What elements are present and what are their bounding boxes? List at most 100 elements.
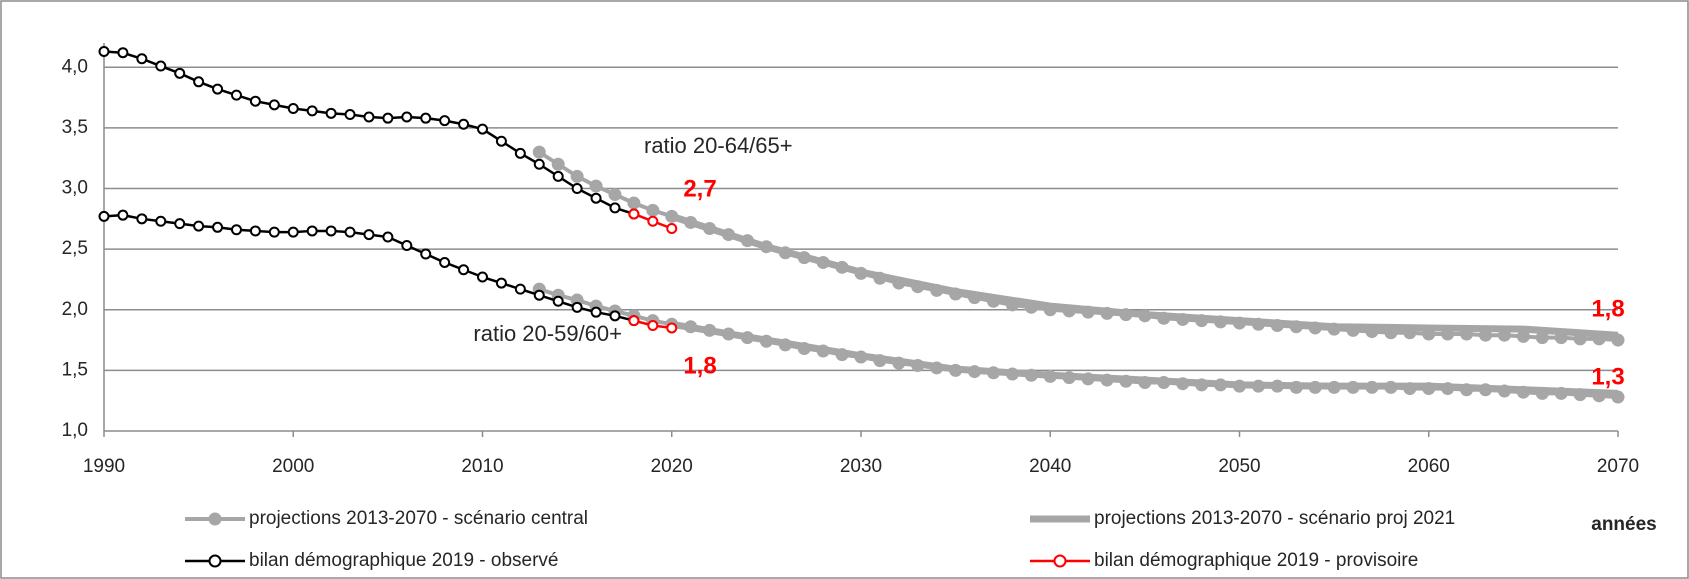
data-point [1081,372,1095,386]
data-point [1308,321,1322,335]
legend-label: projections 2013-2070 - scénario proj 20… [1094,508,1455,529]
data-point [1308,380,1322,394]
data-point [344,109,356,121]
data-point [1611,333,1625,347]
data-point [1100,373,1114,387]
data-point [1062,304,1076,318]
data-point [1497,384,1511,398]
data-point [1214,378,1228,392]
data-point [1176,377,1190,391]
data-point [609,202,621,214]
data-point [740,234,754,248]
data-point [401,239,413,251]
data-point [532,145,546,159]
data-point [1403,382,1417,396]
data-point [1214,315,1228,329]
data-point [117,47,129,59]
x-tick-label: 1990 [83,456,125,477]
data-point [136,213,148,225]
data-point [892,276,906,290]
data-point [1251,379,1265,393]
data-point [835,348,849,362]
data-point [1460,383,1474,397]
data-point [590,192,602,204]
data-point [174,218,186,230]
y-tick-label: 3,5 [62,117,88,138]
data-point [797,251,811,265]
data-point [816,255,830,269]
data-point [570,169,584,183]
data-point [1346,323,1360,337]
data-point [193,76,205,88]
data-point [420,112,432,124]
data-point [911,359,925,373]
data-point [1535,331,1549,345]
data-point [1062,371,1076,385]
data-point [1176,312,1190,326]
data-point [590,306,602,318]
data-point [98,45,110,57]
data-point [552,170,564,182]
x-tick-label: 2050 [1218,456,1260,477]
data-point [230,89,242,101]
data-point [495,277,507,289]
data-point [1327,322,1341,336]
data-point [1233,316,1246,330]
data-point [703,323,717,337]
data-point [1479,328,1493,342]
data-point [949,287,963,301]
data-point [458,264,470,276]
data-point [873,354,887,368]
data-point [344,226,356,238]
x-axis-label: années [1591,514,1656,535]
data-point [551,157,565,171]
data-point [797,342,811,356]
data-point [892,356,906,370]
data-point [363,229,375,241]
data-point [382,112,394,124]
data-point [1460,327,1474,341]
data-point [212,221,224,233]
data-point [1497,328,1511,342]
data-point [930,283,944,297]
data-point [1024,368,1038,382]
data-point [552,295,564,307]
data-point [609,310,621,322]
data-point [1573,332,1587,346]
data-point [1043,369,1057,383]
x-tick-label: 2040 [1029,456,1071,477]
data-point [628,208,640,220]
data-point [647,320,659,332]
data-point [1479,383,1493,397]
data-point [1043,303,1057,317]
data-point [1422,382,1436,396]
data-point [306,105,318,117]
data-point [1024,300,1038,314]
data-point [647,215,659,227]
data-point [759,334,773,348]
data-point [949,363,963,377]
data-point [1346,380,1360,394]
data-point [533,158,545,170]
data-point [968,291,982,305]
y-tick-label: 1,5 [62,359,88,380]
data-point [1573,388,1587,402]
data-point [627,196,641,210]
data-point [249,225,261,237]
data-point [816,344,830,358]
data-point [363,111,375,123]
data-point [98,210,110,222]
data-point [646,203,660,217]
data-point [1592,389,1606,403]
data-point [684,320,698,334]
data-point [495,135,507,147]
value-label: 1,3 [1591,363,1624,390]
y-tick-label: 3,0 [62,178,88,199]
data-point [1535,386,1549,400]
data-point [666,223,678,235]
data-point [1441,327,1455,341]
data-point [514,147,526,159]
data-point [722,228,736,242]
data-point [268,99,280,111]
